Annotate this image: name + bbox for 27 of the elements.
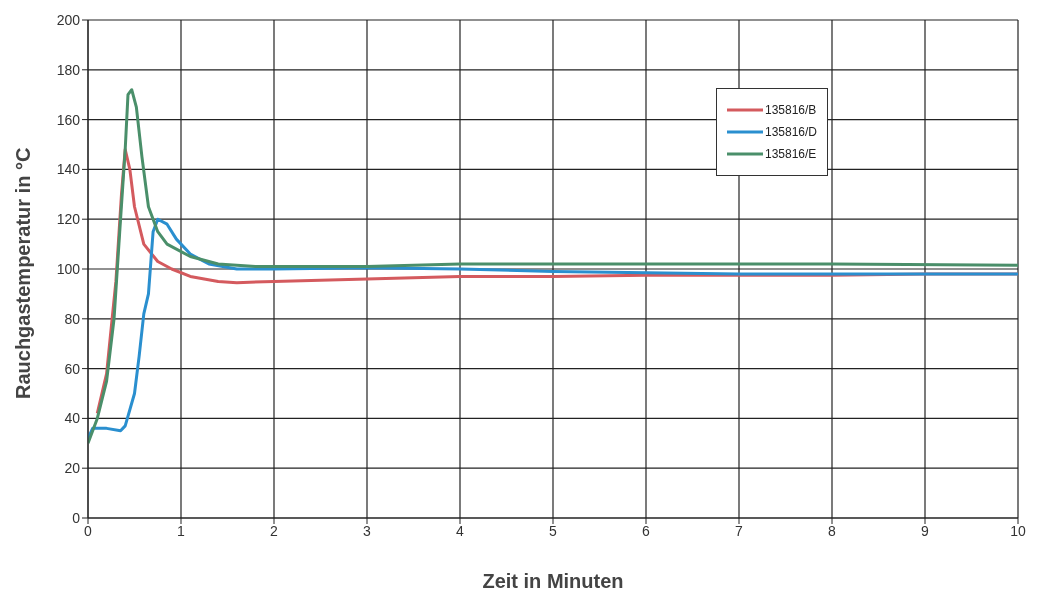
x-tick-label: 0 xyxy=(84,522,93,539)
legend-label: 135816/B xyxy=(764,103,817,117)
x-tick-label: 10 xyxy=(1010,522,1026,539)
x-tick-label: 4 xyxy=(456,522,465,539)
x-tick-label: 9 xyxy=(921,522,930,539)
y-tick-label: 200 xyxy=(56,11,81,28)
x-tick-label: 8 xyxy=(828,522,837,539)
legend-label: 135816/D xyxy=(764,125,817,139)
y-tick-label: 20 xyxy=(64,460,81,477)
legend-label: 135816/E xyxy=(764,147,817,161)
x-tick-label: 3 xyxy=(363,522,372,539)
y-tick-label: 0 xyxy=(72,509,81,526)
x-tick-label: 1 xyxy=(177,522,186,539)
y-tick-label: 160 xyxy=(56,111,81,128)
x-tick-label: 7 xyxy=(735,522,744,539)
x-tick-label: 6 xyxy=(642,522,651,539)
y-tick-label: 80 xyxy=(64,310,81,327)
y-tick-label: 40 xyxy=(64,410,81,427)
y-tick-label: 140 xyxy=(56,161,81,178)
x-tick-label: 5 xyxy=(549,522,558,539)
y-axis-title: Rauchgastemperatur in °C xyxy=(12,147,35,399)
y-tick-label: 180 xyxy=(56,61,81,78)
y-tick-label: 60 xyxy=(64,360,81,377)
y-tick-label: 100 xyxy=(56,260,81,277)
x-axis-title: Zeit in Minuten xyxy=(482,570,624,592)
x-tick-label: 2 xyxy=(270,522,279,539)
y-tick-label: 120 xyxy=(56,211,81,228)
